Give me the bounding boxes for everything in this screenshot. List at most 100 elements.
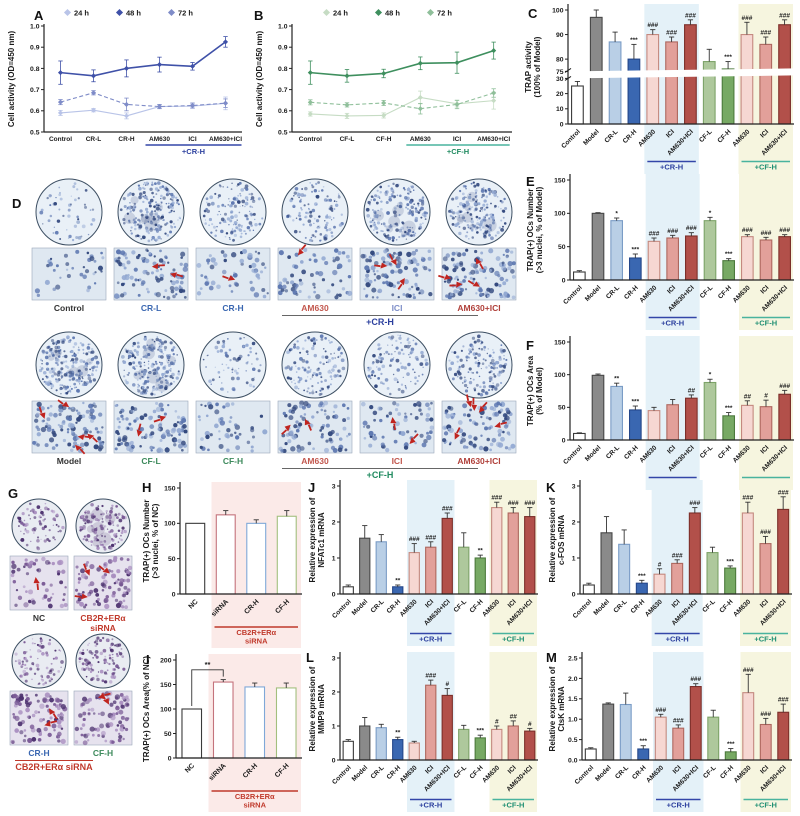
svg-text:+CF-H: +CF-H <box>755 163 777 172</box>
well-sample: CR-H <box>192 178 274 313</box>
well-label: AM630+ICI <box>457 456 501 466</box>
svg-text:###: ### <box>647 22 658 29</box>
red-arrow-marker <box>390 417 397 431</box>
svg-text:1.0: 1.0 <box>278 23 288 30</box>
panel-l-mmp9-mrna: L ** ### # *** # ## #0 1 2 3 Relative expression o… <box>306 650 544 814</box>
bar-chart-ctsk: *** ### ### ### *** ### ### ### 0.0 0.5 1.0 1.5 2.0 2… <box>546 650 798 814</box>
svg-text:+CR-H: +CR-H <box>666 635 689 644</box>
svg-text:20: 20 <box>556 91 564 98</box>
red-arrow-marker <box>397 277 405 290</box>
svg-text:***: *** <box>727 741 735 748</box>
svg-text:***: *** <box>638 573 646 580</box>
line-chart-cell-activity-cr: 24 h 48 h 72 h 0.5 0.6 0.7 0.8 0.9 1.0 Cell activ… <box>4 2 250 170</box>
svg-text:ICI: ICI <box>672 764 683 775</box>
svg-text:CR-H: CR-H <box>118 136 135 143</box>
svg-text:90: 90 <box>556 32 564 39</box>
chart-canvas: 0 50 100 150 TRAP(+) OCs Number (>3 nuclei, %… <box>142 482 302 648</box>
panel-letter-h: H <box>142 480 152 495</box>
svg-text:#: # <box>528 721 532 728</box>
svg-text:#: # <box>495 719 499 726</box>
chart-canvas: ** ### ### ### ** ### ### ### 0 1 2 3 Relative expre… <box>308 480 538 646</box>
red-arrow-marker <box>57 399 70 408</box>
treatment-group-label: +CF-H <box>0 466 522 482</box>
well-sample: AM630 <box>274 331 356 466</box>
panel-d-trap-staining-wells: D Control CR-L CR-H AM630 ICI AM630+ICI +CR-H M… <box>0 172 522 484</box>
red-arrow-marker <box>438 274 452 280</box>
svg-text:***: *** <box>632 399 640 406</box>
svg-text:CF-H: CF-H <box>717 444 733 460</box>
svg-text:ICI: ICI <box>507 764 518 775</box>
well-label: CR-L <box>140 303 162 313</box>
panel-e-ocs-number: E * *** ### ### ### * *** ### ### ### 0 50 100 150 TRA… <box>524 172 800 332</box>
svg-text:###: ### <box>742 495 753 502</box>
well-sample: AM630 <box>274 178 356 313</box>
svg-text:CF-L: CF-L <box>701 598 717 614</box>
svg-text:###: ### <box>655 707 666 714</box>
svg-text:3: 3 <box>332 655 336 662</box>
well-sample: AM630+ICI <box>438 178 520 313</box>
red-arrow-marker <box>170 272 184 278</box>
panel-letter-m: M <box>546 650 557 665</box>
line-chart-cell-activity-cf: 24 h 48 h 72 h 0.5 0.6 0.7 0.8 0.9 1.0 Cell activ… <box>252 2 520 170</box>
svg-text:***: *** <box>725 251 733 258</box>
red-arrow-marker <box>465 394 473 408</box>
panel-letter-i: I <box>146 652 150 667</box>
well-image <box>277 178 353 301</box>
svg-text:CF-H: CF-H <box>717 284 733 300</box>
svg-text:200: 200 <box>160 657 172 664</box>
svg-text:0: 0 <box>572 591 576 598</box>
well-image <box>9 633 69 746</box>
svg-text:+CR-H: +CR-H <box>660 163 683 172</box>
svg-text:##: ## <box>744 393 752 400</box>
svg-text:150: 150 <box>554 339 566 346</box>
red-arrow-marker <box>449 281 463 288</box>
svg-text:0.8: 0.8 <box>278 66 288 73</box>
bar-chart-cfos: *** # ### ### *** ### ### ### 0 1 2 3 Relative expre… <box>546 478 798 648</box>
svg-text:CF-L: CF-L <box>702 764 718 780</box>
svg-text:0.5: 0.5 <box>278 129 288 136</box>
svg-text:0.5: 0.5 <box>568 737 578 744</box>
svg-text:ICI: ICI <box>759 598 770 609</box>
svg-text:###: ### <box>779 12 790 19</box>
svg-text:Control: Control <box>331 598 353 620</box>
well-sample: ICI <box>356 178 438 313</box>
svg-text:AM630: AM630 <box>149 136 170 143</box>
svg-text:###: ### <box>409 536 420 543</box>
red-arrow-marker <box>75 444 86 455</box>
well-sample: NC <box>7 498 71 633</box>
svg-text:(>3 nuclei, % of Model): (>3 nuclei, % of Model) <box>535 186 544 273</box>
svg-text:***: *** <box>632 247 640 254</box>
svg-text:150: 150 <box>554 177 566 184</box>
panel-letter-l: L <box>306 650 314 665</box>
svg-text:CF-L: CF-L <box>699 284 715 300</box>
well-micrograph-grid: Control CR-L CR-H AM630 ICI AM630+ICI +CR-H Mod… <box>0 172 522 484</box>
well-label: CR-H <box>222 303 244 313</box>
svg-text:###: ### <box>524 500 535 507</box>
svg-text:CF-H: CF-H <box>376 136 392 143</box>
panel-g-sirna-wells: G NC CB2R+ERα siRNA CR-H CF-H CB2R+ERα siRNA <box>2 486 140 816</box>
svg-text:ICI: ICI <box>759 764 770 775</box>
svg-text:Cell activity (OD=450 nm): Cell activity (OD=450 nm) <box>7 31 16 128</box>
red-arrow-marker <box>44 720 58 727</box>
panel-m-ctsk-mrna: M *** ### ### ### *** ### ### ### 0.0 0.5 1.0 1.5 2.… <box>546 650 798 814</box>
red-arrow-marker <box>471 397 478 411</box>
well-label: ICI <box>391 303 403 313</box>
svg-text:0.7: 0.7 <box>30 87 40 94</box>
svg-text:CR-L: CR-L <box>603 128 619 144</box>
svg-text:Control: Control <box>562 284 584 306</box>
svg-text:siRNA: siRNA <box>245 637 268 646</box>
panel-i-ocs-area-nc: I 0 50 100 150 200 TRAP(+) OCs Area(% of NC) N… <box>140 652 308 814</box>
svg-text:0.9: 0.9 <box>278 45 288 52</box>
svg-text:+CR-H: +CR-H <box>419 801 442 810</box>
svg-text:CR-H: CR-H <box>622 128 639 145</box>
svg-text:Control: Control <box>560 128 582 150</box>
svg-text:+CF-H: +CF-H <box>754 635 776 644</box>
svg-text:MMP9 mRNA: MMP9 mRNA <box>317 684 326 734</box>
panel-b-cell-activity-cf: B 24 h 48 h 72 h 0.5 0.6 0.7 0.8 0.9 1.0 Cell act… <box>252 2 520 170</box>
well-image <box>441 331 517 454</box>
well-sample: CF-L <box>110 331 192 466</box>
svg-text:+CR-H: +CR-H <box>419 635 442 644</box>
svg-text:100: 100 <box>552 7 564 14</box>
